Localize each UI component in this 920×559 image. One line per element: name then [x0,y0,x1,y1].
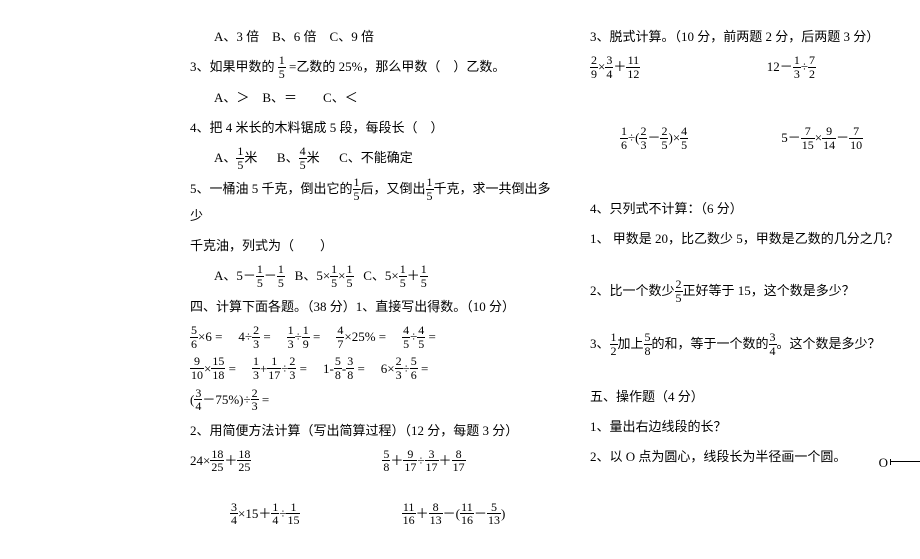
point-o-label: O [879,455,888,470]
s2-row2: 34×15＋14÷115 1116＋813－(1116－513) [190,501,560,528]
left-column: A、3 倍 B、6 倍 C、9 倍 3、如果甲数的 15 =乙数的 25%，那么… [20,20,560,532]
q4: 4、把 4 米长的木料锯成 5 段，每段长（ ） [190,115,560,141]
line-segment: O [879,450,920,476]
q3: 3、如果甲数的 15 =乙数的 25%，那么甲数（ ）乙数。 [190,54,560,81]
calc-row2: 910×1518 = 13+117÷23 = 1-58-38 = 6×23÷56… [190,356,560,383]
q5-line2: 千克油，列式为（ ） [190,233,560,259]
r-q4: 4、只列式不计算：（6 分） [590,196,920,222]
q5: 5、一桶油 5 千克，倒出它的15后，又倒出15千克，求一共倒出多少 [190,176,560,229]
q5-options: A、5－15－15 B、5×15×15 C、5×15＋15 [190,263,560,290]
s2-title: 2、用简便方法计算（写出简算过程）（12 分，每题 3 分） [190,418,560,444]
q2-options: A、3 倍 B、6 倍 C、9 倍 [190,24,560,50]
section4-title: 四、计算下面各题。（38 分）1、直接写出得数。（10 分） [190,294,560,320]
r-q3-row1: 29×34＋1112 12－13÷72 [590,54,920,81]
r-q3-row2: 16÷(23－25)×45 5－715×914－710 [590,125,920,152]
section5-2: 2、以 O 点为圆心，线段长为半径画一个圆。 [590,444,920,470]
q3-options: A、＞ B、＝ C、＜ [190,85,560,111]
s2-row1: 24×1825＋1825 58＋917÷317＋817 [190,448,560,475]
r-q4-1: 1、 甲数是 20，比乙数少 5，甲数是乙数的几分之几？ [590,226,920,252]
q3-text-a: 3、如果甲数的 [190,59,275,74]
r-q3: 3、脱式计算。（10 分，前两题 2 分，后两题 3 分） [590,24,920,50]
r-q4-2: 2、比一个数少25正好等于 15，这个数是多少？ [590,278,920,305]
calc-row1: 56×6 = 4÷23 = 13÷19 = 47×25% = 45÷45 = [190,324,560,351]
section5-title: 五、操作题（4 分） [590,384,920,410]
q3-text-b: =乙数的 25%，那么甲数（ ）乙数。 [289,59,505,74]
calc-row3: (34－75%)÷23 = [190,387,560,414]
r-q4-3: 3、12加上58的和，等于一个数的34。这个数是多少？ [590,331,920,358]
right-column: 3、脱式计算。（10 分，前两题 2 分，后两题 3 分） 29×34＋1112… [590,20,920,532]
q4-options: A、15米 B、45米 C、不能确定 [190,145,560,172]
section5-1: 1、量出右边线段的长？ [590,414,920,440]
